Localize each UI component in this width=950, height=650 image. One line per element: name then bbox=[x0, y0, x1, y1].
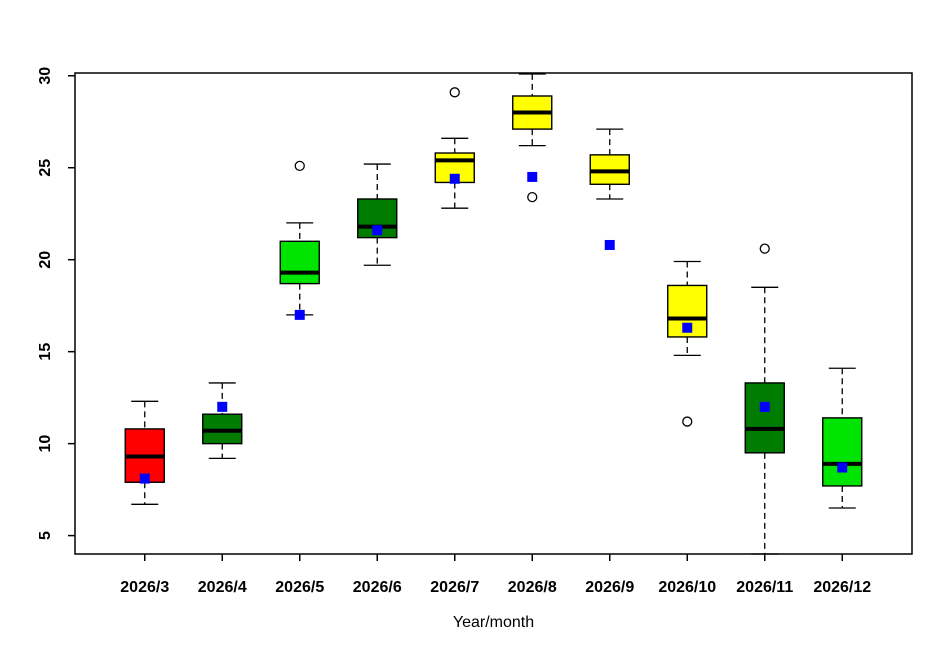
boxplot-group-2026/5: 2026/5 bbox=[275, 160, 324, 596]
outlier-point bbox=[294, 160, 305, 172]
mean-point-marker bbox=[682, 322, 693, 333]
mean-point-marker bbox=[372, 225, 383, 236]
y-axis-tick-label: 25 bbox=[37, 159, 54, 177]
y-axis-tick-label: 20 bbox=[37, 251, 54, 269]
iqr-box bbox=[744, 382, 785, 454]
mean-point-marker bbox=[217, 401, 228, 412]
x-axis-tick-label: 2026/7 bbox=[430, 579, 479, 596]
boxplot-group-2026/7: 2026/7 bbox=[430, 87, 479, 596]
mean-point-marker bbox=[527, 171, 538, 182]
outlier-point bbox=[449, 87, 460, 98]
x-axis-tick-label: 2026/10 bbox=[658, 579, 716, 596]
iqr-box bbox=[279, 240, 320, 285]
mean-point-marker bbox=[604, 239, 615, 250]
x-axis-tick-label: 2026/4 bbox=[198, 579, 247, 596]
y-axis-tick-label: 5 bbox=[37, 531, 54, 540]
outlier-point bbox=[682, 416, 693, 427]
boxplot-group-2026/3: 2026/3 bbox=[120, 400, 169, 596]
y-axis-tick-label: 15 bbox=[37, 343, 54, 361]
y-axis-tick-label: 10 bbox=[37, 435, 54, 453]
plot-frame bbox=[74, 72, 913, 555]
x-axis-tick-label: 2026/8 bbox=[508, 579, 557, 596]
iqr-box bbox=[822, 417, 863, 487]
outlier-point bbox=[759, 243, 770, 254]
x-axis-tick-label: 2026/12 bbox=[813, 579, 871, 596]
outlier-point bbox=[527, 192, 538, 203]
boxplot-group-2026/4: 2026/4 bbox=[198, 382, 247, 596]
mean-point-marker bbox=[449, 173, 460, 184]
mean-point-marker bbox=[139, 473, 150, 484]
mean-point-marker bbox=[294, 309, 305, 320]
x-axis-tick-label: 2026/11 bbox=[736, 579, 793, 596]
boxplot-group-2026/12: 2026/12 bbox=[813, 367, 871, 596]
plot-area: 5 10 15 20 25 30 2026/3 2026/4 2026/5 2026/6 2026/… bbox=[37, 67, 913, 596]
x-axis-tick-label: 2026/9 bbox=[585, 579, 634, 596]
mean-point-marker bbox=[837, 462, 848, 473]
x-axis-tick-label: 2026/6 bbox=[353, 579, 402, 596]
mean-point-marker bbox=[759, 401, 770, 412]
boxplot-group-2026/6: 2026/6 bbox=[353, 163, 402, 596]
boxplot-group-2026/11: 2026/11 bbox=[736, 243, 793, 596]
y-axis-tick-label: 30 bbox=[37, 67, 54, 85]
x-axis-tick-label: 2026/5 bbox=[275, 579, 324, 596]
x-axis-title: Year/month bbox=[453, 614, 534, 631]
boxplot-group-2026/10: 2026/10 bbox=[658, 260, 716, 596]
boxplot-group-2026/8: 2026/8 bbox=[508, 73, 557, 596]
x-axis-tick-label: 2026/3 bbox=[120, 579, 169, 596]
boxplot-group-2026/9: 2026/9 bbox=[585, 128, 634, 596]
